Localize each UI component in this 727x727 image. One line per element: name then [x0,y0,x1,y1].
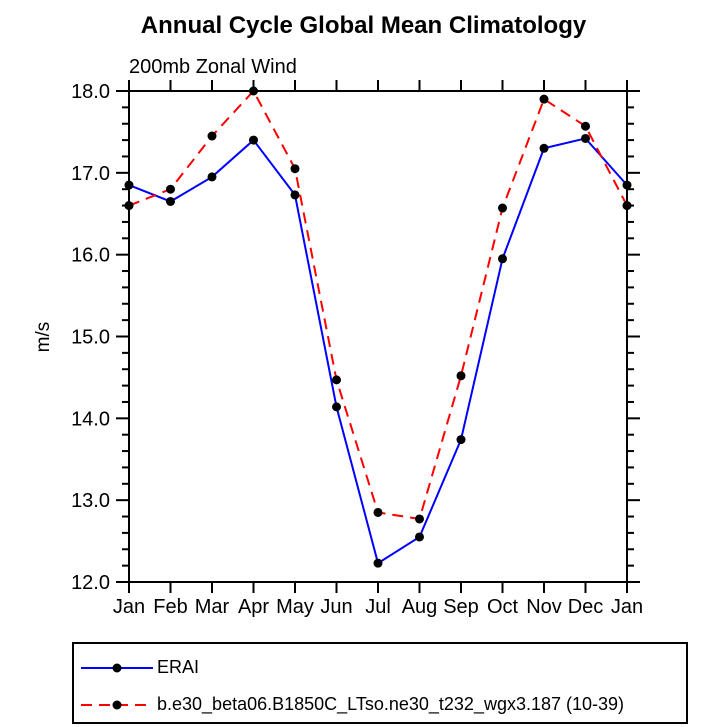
svg-text:Mar: Mar [195,596,230,618]
legend-label-model: b.e30_beta06.B1850C_LTso.ne30_t232_wgx3.… [157,694,625,714]
svg-text:14.0: 14.0 [71,408,110,430]
svg-text:Nov: Nov [526,596,562,618]
svg-text:May: May [276,596,314,618]
svg-text:16.0: 16.0 [71,245,110,267]
svg-text:Jan: Jan [113,596,145,618]
svg-text:Jan: Jan [611,596,643,618]
svg-text:13.0: 13.0 [71,490,110,512]
svg-text:Apr: Apr [238,596,269,618]
chart-subtitle: 200mb Zonal Wind [129,56,297,78]
svg-text:Aug: Aug [402,596,438,618]
svg-text:Feb: Feb [153,596,187,618]
svg-text:Jun: Jun [320,596,352,618]
legend-row-model: b.e30_beta06.B1850C_LTso.ne30_t232_wgx3.… [80,686,686,723]
svg-text:Oct: Oct [487,596,519,618]
svg-text:Dec: Dec [568,596,604,618]
legend-label-erai: ERAI [157,657,200,677]
svg-text:18.0: 18.0 [71,81,110,103]
svg-text:Jul: Jul [365,596,391,618]
chart-title: Annual Cycle Global Mean Climatology [140,12,587,39]
legend-line-sample-model [81,700,153,709]
legend-line-sample-erai [81,663,153,672]
svg-text:17.0: 17.0 [71,163,110,185]
legend-box: ERAI b.e30_beta06.B1850C_LTso.ne30_t232_… [72,642,688,724]
legend-row-erai: ERAI [80,649,686,686]
svg-text:15.0: 15.0 [71,327,110,349]
svg-text:Sep: Sep [443,596,479,618]
svg-text:12.0: 12.0 [71,572,110,594]
